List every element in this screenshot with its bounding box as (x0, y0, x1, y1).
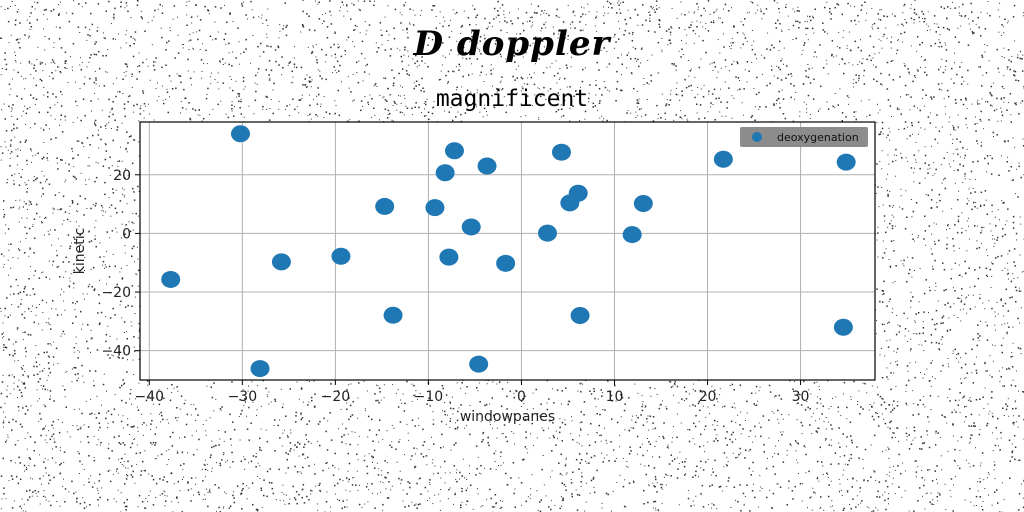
scatter-point (331, 247, 351, 265)
scatter-point (469, 355, 489, 373)
scatter-point (444, 142, 464, 160)
legend-box (740, 127, 868, 147)
scatter-point (439, 248, 459, 266)
scatter-point (622, 226, 642, 244)
figure-suptitle: D doppler (413, 24, 611, 64)
legend: deoxygenation (740, 127, 868, 147)
scatter-point (551, 143, 571, 161)
axis-ticks: −40 −30 −20 −10 0 10 20 30 −40 −20 0 20 (101, 168, 809, 405)
scatter-point (435, 164, 455, 182)
scatter-point (271, 253, 291, 271)
x-tick-label: 30 (792, 389, 810, 405)
scatter-point (496, 254, 516, 272)
y-tick-label: 20 (113, 168, 131, 184)
x-axis-label: windowpanes (460, 409, 555, 425)
scatter-point (250, 360, 270, 378)
legend-label: deoxygenation (777, 131, 859, 144)
scatter-point (425, 199, 445, 217)
scatter-point (633, 195, 653, 213)
y-tick-label: −20 (101, 285, 131, 301)
scatter-point (477, 157, 497, 175)
y-tick-label: 0 (122, 226, 131, 242)
chart-title: magnificent (435, 86, 589, 112)
x-tick-label: 10 (606, 389, 624, 405)
plot-frame (139, 121, 876, 381)
scatter-point (161, 270, 181, 288)
scatter-point (375, 197, 395, 215)
y-axis-label: kinetic (72, 228, 88, 275)
x-tick-label: −20 (321, 389, 351, 405)
scatter-point (538, 224, 558, 242)
scatter-point (383, 306, 403, 324)
plot-area (140, 122, 875, 380)
grid-lines (140, 122, 875, 380)
x-tick-label: −10 (414, 389, 444, 405)
scatter-point (568, 184, 588, 202)
x-tick-label: 20 (699, 389, 717, 405)
y-tick-label: −40 (101, 344, 131, 360)
scatter-point (230, 125, 250, 143)
x-tick-label: −30 (228, 389, 258, 405)
scatter-point (713, 150, 733, 168)
legend-marker (752, 132, 762, 142)
scatter-point (836, 153, 856, 171)
x-tick-label: −40 (135, 389, 165, 405)
scatter-point (833, 318, 853, 336)
scatter-point (570, 307, 590, 324)
scatter-point (461, 218, 481, 236)
x-tick-label: 0 (517, 389, 526, 405)
data-points (161, 125, 856, 378)
